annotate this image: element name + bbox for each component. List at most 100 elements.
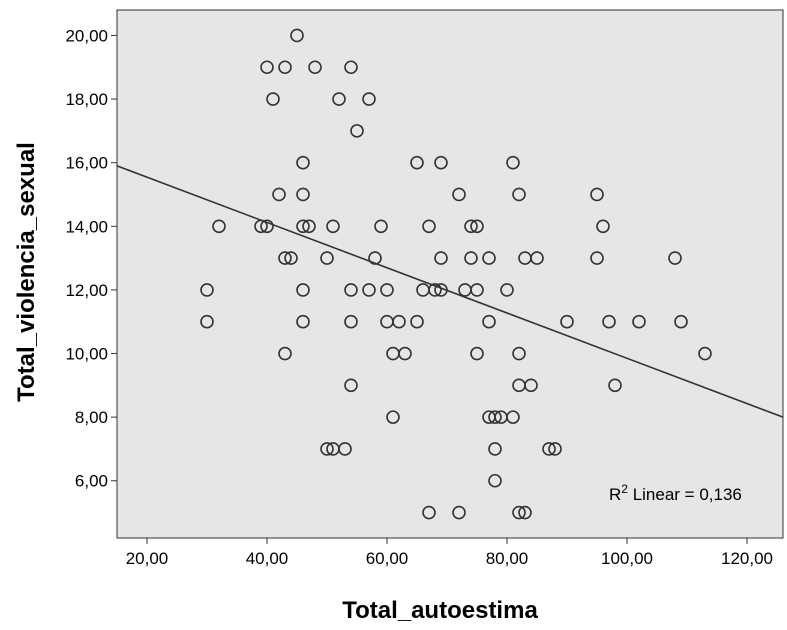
data-point-52: [296, 314, 310, 329]
data-point-57: [482, 314, 496, 329]
x-tick-label-4: 100,00: [601, 549, 653, 568]
data-point-56: [410, 314, 424, 329]
data-point-8: [350, 124, 364, 138]
data-point-11: [434, 155, 448, 170]
r2-suffix: Linear = 0,136: [628, 485, 742, 504]
data-point-13: [272, 187, 286, 202]
data-point-20: [260, 219, 274, 234]
y-axis-title: Total_violencia_sexual: [13, 142, 40, 402]
data-point-28: [596, 219, 610, 234]
data-point-29: [278, 251, 292, 265]
x-axis: 20,00 40,00 60,00 80,00 100,00 120,00: [126, 538, 773, 568]
data-point-46: [428, 283, 442, 297]
y-tick-label-1: 8,00: [75, 408, 108, 427]
x-tick-label-0: 20,00: [126, 549, 169, 568]
data-point-70: [524, 378, 538, 393]
x-tick-label-2: 60,00: [366, 549, 409, 568]
data-point-58: [560, 314, 574, 329]
data-point-22: [302, 219, 316, 234]
data-point-18: [212, 219, 226, 234]
data-point-30: [284, 251, 298, 265]
data-point-55: [392, 314, 406, 329]
r-squared-annotation: R2 Linear = 0,136: [609, 482, 742, 504]
data-point-64: [398, 346, 412, 361]
data-point-14: [296, 187, 310, 202]
data-point-74: [488, 410, 502, 424]
data-point-76: [506, 410, 520, 424]
data-point-4: [344, 60, 358, 75]
data-point-6: [332, 92, 346, 106]
data-point-0: [290, 28, 304, 43]
data-points: [200, 28, 712, 520]
plot-area: [116, 9, 784, 539]
data-point-2: [278, 60, 292, 75]
data-point-1: [260, 60, 274, 75]
data-point-81: [542, 442, 556, 456]
data-point-3: [308, 60, 322, 75]
x-axis-title: Total_autoestima: [342, 597, 538, 624]
data-point-25: [422, 219, 436, 234]
data-point-34: [464, 251, 478, 265]
data-point-77: [320, 442, 334, 456]
data-point-50: [500, 283, 514, 297]
x-tick-label-5: 120,00: [721, 549, 773, 568]
data-point-26: [464, 219, 478, 234]
data-point-5: [266, 92, 280, 106]
data-point-71: [608, 378, 622, 393]
x-tick-label-1: 40,00: [246, 549, 289, 568]
data-point-12: [506, 155, 520, 170]
data-point-44: [380, 283, 394, 297]
x-tick-label-3: 80,00: [486, 549, 529, 568]
y-tick-label-7: 20,00: [65, 26, 108, 45]
data-point-65: [470, 346, 484, 361]
data-point-41: [296, 283, 310, 297]
data-point-80: [488, 442, 502, 456]
data-point-72: [386, 410, 400, 424]
data-point-9: [296, 155, 310, 170]
data-point-32: [368, 251, 382, 265]
r2-superscript: 2: [621, 482, 628, 496]
data-point-15: [452, 187, 466, 202]
data-point-61: [674, 314, 688, 329]
data-point-24: [374, 219, 388, 234]
data-point-66: [512, 346, 526, 361]
data-point-27: [470, 219, 484, 234]
data-point-86: [512, 505, 526, 520]
data-point-49: [470, 283, 484, 297]
data-point-40: [200, 283, 214, 297]
data-point-7: [362, 92, 376, 106]
data-point-35: [482, 251, 496, 265]
y-tick-label-0: 6,00: [75, 472, 108, 491]
data-point-84: [422, 505, 436, 520]
data-point-31: [320, 251, 334, 265]
y-tick-label-2: 10,00: [65, 345, 108, 364]
data-point-10: [410, 155, 424, 170]
data-point-62: [278, 346, 292, 361]
y-tick-label-6: 18,00: [65, 90, 108, 109]
data-point-87: [518, 505, 532, 520]
data-point-21: [296, 219, 310, 234]
data-point-17: [590, 187, 604, 202]
data-point-51: [200, 314, 214, 329]
data-point-82: [548, 442, 562, 456]
data-point-38: [590, 251, 604, 265]
data-point-53: [344, 314, 358, 329]
data-point-42: [344, 283, 358, 297]
fit-line: [116, 165, 784, 418]
data-point-39: [668, 251, 682, 265]
data-point-68: [344, 378, 358, 393]
data-point-43: [362, 283, 376, 297]
data-point-23: [326, 219, 340, 234]
data-point-85: [452, 505, 466, 520]
data-point-33: [434, 251, 448, 265]
data-point-79: [338, 442, 352, 456]
y-axis: 6,00 8,00 10,00 12,00 14,00 16,00 18,00 20,00: [65, 26, 117, 491]
y-tick-label-4: 14,00: [65, 217, 108, 236]
r2-prefix: R: [609, 485, 621, 504]
data-point-67: [698, 346, 712, 361]
data-point-59: [602, 314, 616, 329]
y-tick-label-3: 12,00: [65, 281, 108, 300]
data-point-60: [632, 314, 646, 329]
data-point-83: [488, 473, 502, 488]
